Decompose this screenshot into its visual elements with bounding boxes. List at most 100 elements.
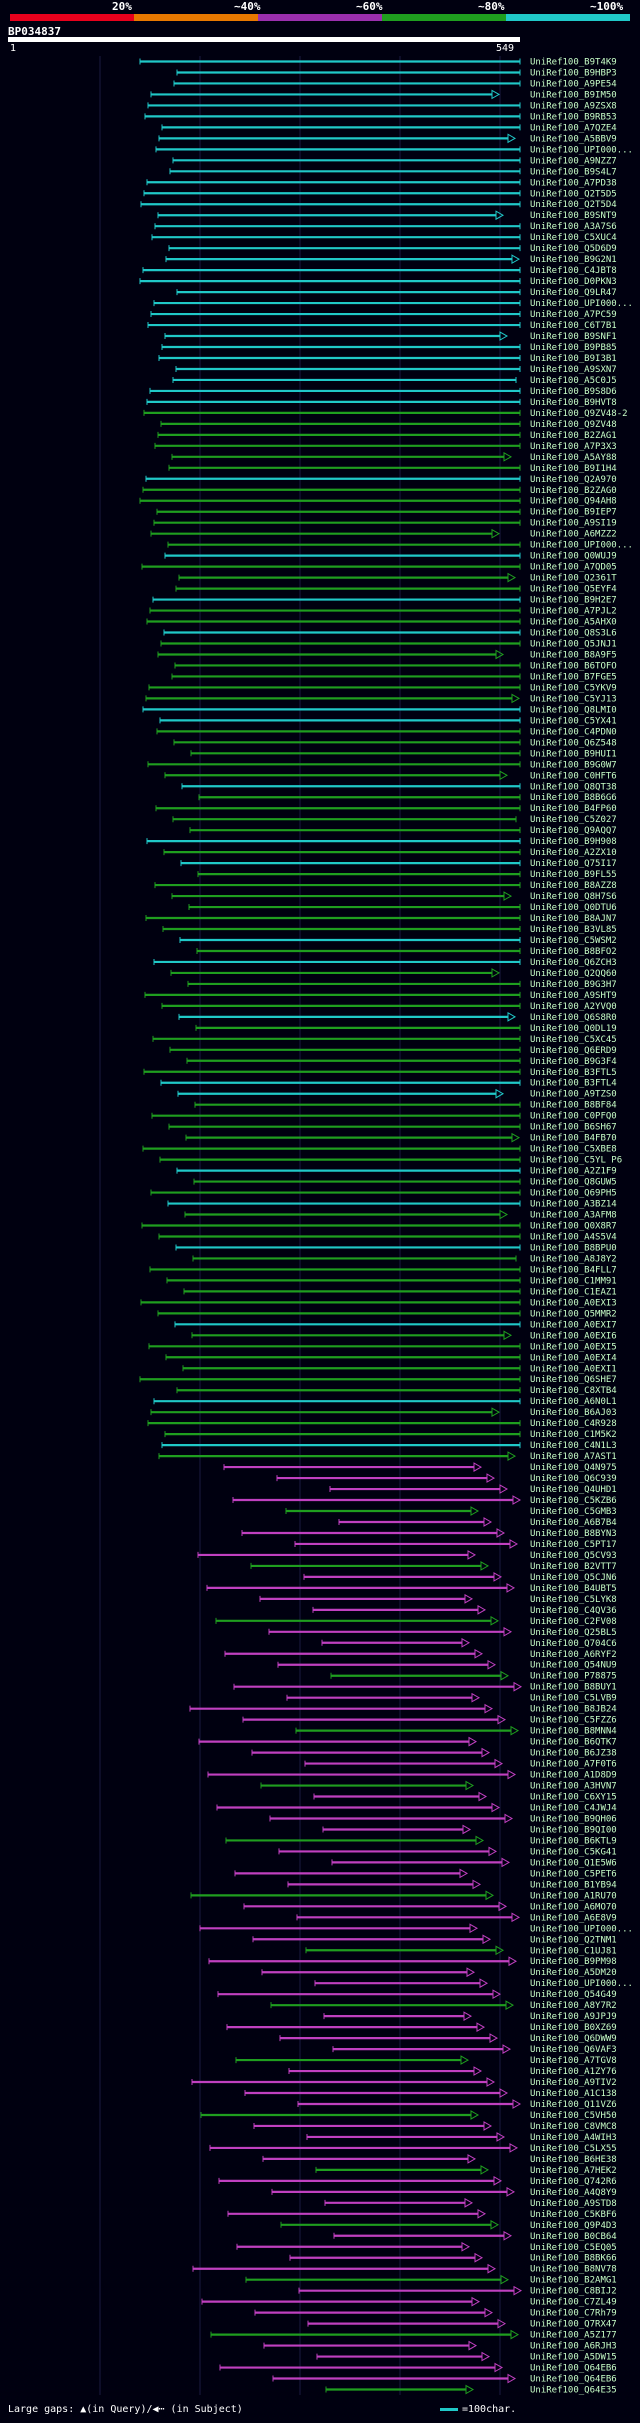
hit-label[interactable]: UniRef100_A1RU70 [530,1891,617,1901]
hit-label[interactable]: UniRef100_Q54G49 [530,1990,617,2000]
hit-label[interactable]: UniRef100_A9TIV2 [530,2078,617,2088]
hit-label[interactable]: UniRef100_B1YB94 [530,1880,617,1890]
hit-label[interactable]: UniRef100_A8J8Y2 [530,1254,617,1264]
hit-label[interactable]: UniRef100_C5XBE8 [530,1145,617,1155]
hit-label[interactable]: UniRef100_A7PD38 [530,178,617,188]
hit-label[interactable]: UniRef100_C5VH50 [530,2111,617,2121]
hit-label[interactable]: UniRef100_C5WSM2 [530,936,617,946]
hit-label[interactable]: UniRef100_C5XC45 [530,1035,617,1045]
hit-label[interactable]: UniRef100_B9PM98 [530,1957,617,1967]
hit-label[interactable]: UniRef100_Q6Z548 [530,738,617,748]
hit-label[interactable]: UniRef100_Q6ZCH3 [530,958,617,968]
hit-label[interactable]: UniRef100_Q4N975 [530,1463,617,1473]
hit-label[interactable]: UniRef100_B3FTL5 [530,1068,617,1078]
hit-label[interactable]: UniRef100_Q6S8R0 [530,1013,617,1023]
hit-label[interactable]: UniRef100_C0PFQ0 [530,1112,617,1122]
hit-label[interactable]: UniRef100_A3A7S6 [530,222,617,232]
hit-label[interactable]: UniRef100_B9QH06 [530,1814,617,1824]
hit-label[interactable]: UniRef100_Q0DL19 [530,1024,617,1034]
hit-label[interactable]: UniRef100_C5XUC4 [530,233,617,243]
hit-label[interactable]: UniRef100_B9QI00 [530,1825,617,1835]
hit-label[interactable]: UniRef100_B9PB85 [530,343,617,353]
hit-label[interactable]: UniRef100_A0EXI4 [530,1353,617,1363]
hit-label[interactable]: UniRef100_Q6SHE7 [530,1375,617,1385]
hit-label[interactable]: UniRef100_A8Y7R2 [530,2001,617,2011]
hit-label[interactable]: UniRef100_A9JPJ9 [530,2012,617,2022]
hit-label[interactable]: UniRef100_Q5D6D9 [530,244,617,254]
hit-label[interactable]: UniRef100_B6KTL9 [530,1836,617,1846]
hit-label[interactable]: UniRef100_C5LVB9 [530,1694,617,1704]
hit-label[interactable]: UniRef100_C5LX55 [530,2144,617,2154]
hit-label[interactable]: UniRef100_UPI000... [530,299,633,309]
hit-label[interactable]: UniRef100_B9HUI1 [530,749,617,759]
hit-label[interactable]: UniRef100_B9IM50 [530,90,617,100]
hit-label[interactable]: UniRef100_B2ZAG0 [530,486,617,496]
hit-label[interactable]: UniRef100_B0XZ69 [530,2023,617,2033]
hit-label[interactable]: UniRef100_Q2T5D4 [530,200,617,210]
hit-label[interactable]: UniRef100_Q64E35 [530,2386,617,2396]
hit-label[interactable]: UniRef100_B9T4K9 [530,57,617,67]
hit-label[interactable]: UniRef100_C5KBF6 [530,2210,617,2220]
hit-label[interactable]: UniRef100_A6MZZ2 [530,530,617,540]
hit-label[interactable]: UniRef100_C5KZB6 [530,1496,617,1506]
hit-label[interactable]: UniRef100_A3AFM8 [530,1211,617,1221]
hit-label[interactable]: UniRef100_Q8QT38 [530,782,617,792]
hit-label[interactable]: UniRef100_C1EAZ1 [530,1287,617,1297]
hit-label[interactable]: UniRef100_Q69PH5 [530,1189,617,1199]
hit-label[interactable]: UniRef100_A5DM20 [530,1968,617,1978]
hit-label[interactable]: UniRef100_Q6ERD9 [530,1046,617,1056]
hit-label[interactable]: UniRef100_B3FTL4 [530,1079,617,1089]
hit-label[interactable]: UniRef100_Q11VZ6 [530,2100,617,2110]
hit-label[interactable]: UniRef100_A3BZ14 [530,1200,617,1210]
hit-label[interactable]: UniRef100_C7Rh79 [530,2309,617,2319]
hit-label[interactable]: UniRef100_B6TOFO [530,661,617,671]
hit-label[interactable]: UniRef100_B9HBP3 [530,68,617,78]
hit-label[interactable]: UniRef100_Q25BL5 [530,1628,617,1638]
hit-label[interactable]: UniRef100_B8BF84 [530,1101,617,1111]
hit-label[interactable]: UniRef100_B2ZAG1 [530,431,617,441]
hit-label[interactable]: UniRef100_A7TGV8 [530,2056,617,2066]
hit-label[interactable]: UniRef100_B6QTK7 [530,1738,617,1748]
hit-label[interactable]: UniRef100_A7AST1 [530,1452,617,1462]
hit-label[interactable]: UniRef100_C5GMB3 [530,1507,617,1517]
hit-label[interactable]: UniRef100_C8XTB4 [530,1386,617,1396]
hit-label[interactable]: UniRef100_A7QD05 [530,563,617,573]
hit-label[interactable]: UniRef100_B4FP60 [530,804,617,814]
hit-label[interactable]: UniRef100_B8BYN3 [530,1529,617,1539]
hit-label[interactable]: UniRef100_Q7RX47 [530,2320,617,2330]
hit-label[interactable]: UniRef100_Q8LMI0 [530,705,617,715]
hit-label[interactable]: UniRef100_B9IEP7 [530,508,617,518]
hit-label[interactable]: UniRef100_B2VTT7 [530,1562,617,1572]
hit-label[interactable]: UniRef100_B9G3F4 [530,1057,617,1067]
hit-label[interactable]: UniRef100_A9SHT9 [530,991,617,1001]
hit-label[interactable]: UniRef100_B8A9F5 [530,650,617,660]
hit-label[interactable]: UniRef100_Q6DWW9 [530,2034,617,2044]
hit-label[interactable]: UniRef100_C4R928 [530,1419,617,1429]
hit-label[interactable]: UniRef100_B8BPU0 [530,1243,617,1253]
hit-label[interactable]: UniRef100_Q94AH8 [530,497,617,507]
hit-label[interactable]: UniRef100_A9PE54 [530,79,617,89]
hit-label[interactable]: UniRef100_A2ZX10 [530,848,617,858]
hit-label[interactable]: UniRef100_P78875 [530,1672,617,1682]
hit-label[interactable]: UniRef100_C5KG41 [530,1847,617,1857]
hit-label[interactable]: UniRef100_UPI000... [530,541,633,551]
hit-label[interactable]: UniRef100_B9H2E7 [530,596,617,606]
hit-label[interactable]: UniRef100_A4WIH3 [530,2133,617,2143]
hit-label[interactable]: UniRef100_Q9ZV48 [530,420,617,430]
hit-label[interactable]: UniRef100_Q5MMR2 [530,1309,617,1319]
hit-label[interactable]: UniRef100_A7PC59 [530,310,617,320]
hit-label[interactable]: UniRef100_B6SH67 [530,1123,617,1133]
hit-label[interactable]: UniRef100_Q5CJN6 [530,1573,617,1583]
hit-label[interactable]: UniRef100_Q64EB6 [530,2375,617,2385]
hit-label[interactable]: UniRef100_B9SNF1 [530,332,617,342]
hit-label[interactable]: UniRef100_A0EXI1 [530,1364,617,1374]
hit-label[interactable]: UniRef100_A6N0L1 [530,1397,617,1407]
hit-label[interactable]: UniRef100_C4N1L3 [530,1441,617,1451]
hit-label[interactable]: UniRef100_Q742R6 [530,2177,617,2187]
hit-label[interactable]: UniRef100_Q0WUJ9 [530,552,617,562]
hit-label[interactable]: UniRef100_Q6VAF3 [530,2045,617,2055]
hit-label[interactable]: UniRef100_A6MO70 [530,1902,617,1912]
hit-label[interactable]: UniRef100_Q9P4D3 [530,2221,617,2231]
hit-label[interactable]: UniRef100_A7P3X3 [530,442,617,452]
hit-label[interactable]: UniRef100_A0EXI7 [530,1320,617,1330]
